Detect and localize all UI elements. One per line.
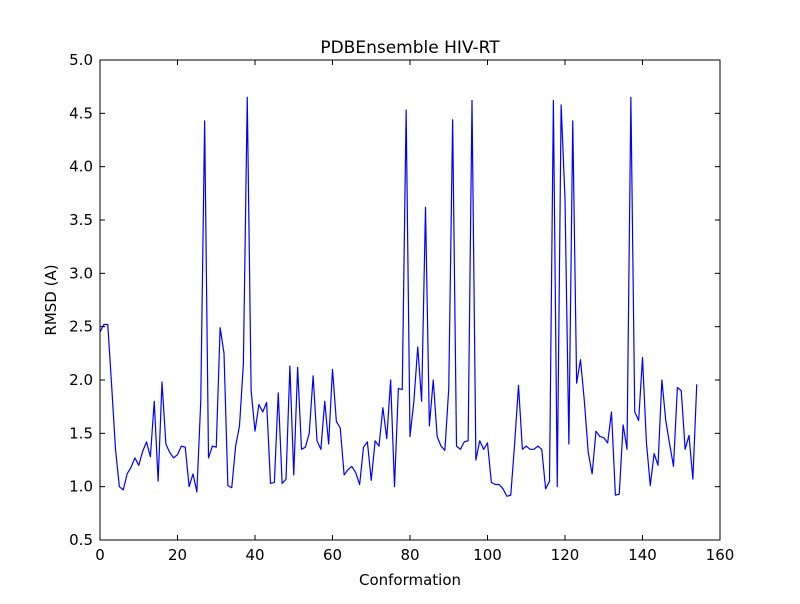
chart-title: PDBEnsemble HIV-RT <box>320 38 500 58</box>
x-tick-label: 20 <box>168 546 187 564</box>
x-tick-label: 80 <box>400 546 419 564</box>
y-tick-label: 3.5 <box>69 211 93 229</box>
y-tick-label: 4.5 <box>69 104 93 122</box>
x-tick-label: 120 <box>551 546 580 564</box>
y-tick-label: 2.5 <box>69 318 93 336</box>
x-tick-label: 60 <box>323 546 342 564</box>
x-tick-label: 0 <box>95 546 105 564</box>
y-tick-label: 0.5 <box>69 531 93 549</box>
x-tick-label: 160 <box>706 546 735 564</box>
y-tick-label: 2.0 <box>69 371 93 389</box>
y-tick-label: 1.0 <box>69 478 93 496</box>
x-tick-label: 100 <box>473 546 502 564</box>
y-axis-label: RMSD (A) <box>42 264 60 335</box>
y-tick-label: 3.0 <box>69 264 93 282</box>
y-tick-label: 5.0 <box>69 51 93 69</box>
x-axis-label: Conformation <box>359 571 461 589</box>
y-tick-label: 1.5 <box>69 424 93 442</box>
y-tick-label: 4.0 <box>69 158 93 176</box>
x-tick-label: 140 <box>628 546 657 564</box>
x-tick-label: 40 <box>245 546 264 564</box>
